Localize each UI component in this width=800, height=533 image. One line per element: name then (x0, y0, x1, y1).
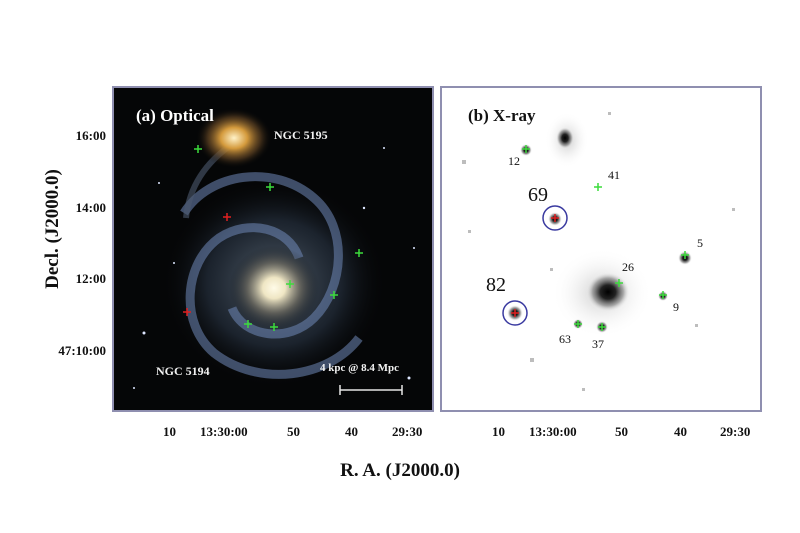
source-69-circle (542, 205, 568, 231)
red-markers (511, 214, 559, 317)
xray-image (462, 112, 735, 391)
x-tick: 13:30:00 (529, 424, 577, 439)
x-tick: 50 (287, 424, 300, 439)
y-tick: 14:00 (75, 200, 106, 215)
spiral-arm (185, 223, 363, 379)
source-label: 9 (673, 300, 679, 314)
x-tick: 29:30 (720, 424, 751, 439)
spiral-arm (180, 172, 343, 339)
source-82-circle (502, 300, 528, 326)
x-tick: 40 (674, 424, 687, 439)
source-label: 12 (508, 154, 520, 168)
x-tick: 50 (615, 424, 628, 439)
red-markers (183, 213, 231, 316)
panel-a-label: (a) Optical (136, 106, 214, 125)
companion-galaxy (196, 108, 272, 168)
y-axis-label: Decl. (J2000.0) (42, 169, 63, 289)
optical-image (133, 108, 415, 395)
green-markers (194, 145, 363, 331)
x-tick: 10 (492, 424, 505, 439)
companion-galaxy-label: NGC 5195 (274, 128, 328, 142)
star-field (133, 147, 415, 389)
source-label: 82 (486, 274, 506, 296)
xray-panel: (b) X-ray 12 41 69 5 26 82 9 63 37 (440, 86, 762, 412)
source-label: 37 (592, 337, 604, 351)
optical-panel: (a) Optical NGC 5195 NGC 5194 4 kpc @ 8.… (112, 86, 434, 412)
panel-b-label: (b) X-ray (468, 106, 536, 125)
xray-blob (556, 127, 574, 149)
y-tick: 12:00 (75, 271, 106, 286)
faint-pixels (462, 112, 735, 391)
scale-bar (339, 385, 403, 395)
x-tick: 10 (163, 424, 176, 439)
source-label: 69 (528, 184, 548, 206)
x-tick: 29:30 (392, 424, 423, 439)
source-label: 63 (559, 332, 571, 346)
scale-bar-label: 4 kpc @ 8.4 Mpc (320, 362, 399, 374)
green-markers (522, 145, 689, 331)
source-label: 41 (608, 168, 620, 182)
xray-nucleus (586, 272, 630, 312)
main-galaxy-label: NGC 5194 (156, 364, 210, 378)
x-axis-label: R. A. (J2000.0) (340, 460, 460, 481)
source-label: 26 (622, 260, 634, 274)
y-tick: 16:00 (75, 128, 106, 143)
galaxy-core (229, 246, 319, 330)
x-tick: 40 (345, 424, 358, 439)
x-tick: 13:30:00 (200, 424, 248, 439)
source-label: 5 (697, 236, 703, 250)
y-tick: 47:10:00 (58, 343, 106, 358)
